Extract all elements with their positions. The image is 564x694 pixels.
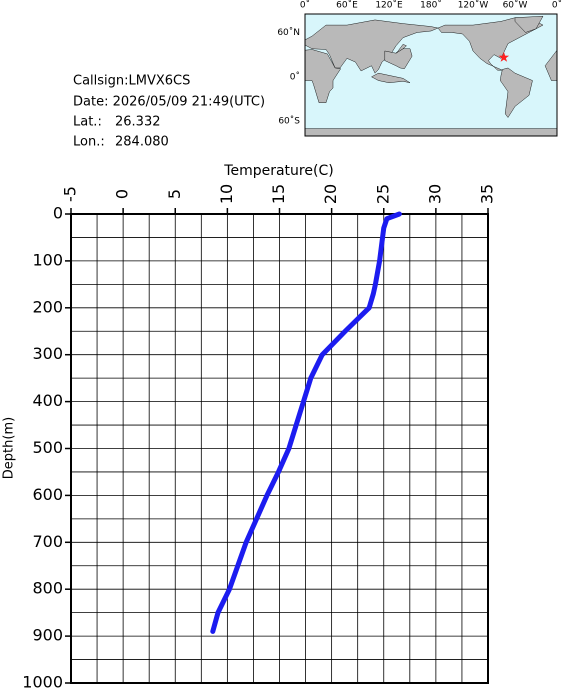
temperature-tick-label: 5 bbox=[165, 189, 184, 199]
temperature-tick-label: 10 bbox=[217, 184, 236, 204]
map-lat-label: 60˚S bbox=[278, 116, 300, 127]
temperature-tick-label: 35 bbox=[478, 184, 497, 204]
depth-tick-label: 1000 bbox=[22, 673, 63, 691]
depth-tick-label: 600 bbox=[32, 485, 63, 504]
depth-tick-label: 900 bbox=[32, 626, 63, 645]
station-marker bbox=[498, 51, 510, 62]
depth-tick-label: 100 bbox=[32, 250, 63, 269]
depth-tick-label: 0 bbox=[53, 204, 63, 223]
depth-tick-label: 400 bbox=[32, 391, 63, 410]
map-lon-label: 180˚ bbox=[420, 0, 442, 11]
map-lat-label: 60˚N bbox=[277, 27, 300, 38]
depth-tick-label: 700 bbox=[32, 532, 63, 551]
temperature-tick-label: 15 bbox=[269, 184, 288, 204]
callsign: Callsign:LMVX6CS bbox=[73, 74, 190, 89]
date: Date: 2026/05/09 21:49(UTC) bbox=[73, 95, 265, 110]
temperature-profile bbox=[210, 211, 402, 634]
lon-label: Lon.: bbox=[73, 135, 105, 150]
map-lon-label: 60˚W bbox=[503, 0, 528, 11]
map-lon-label: 120˚E bbox=[375, 0, 403, 11]
temperature-tick-label: 0 bbox=[113, 189, 132, 199]
temperature-tick-label: 25 bbox=[373, 184, 392, 204]
lat-label: Lat.: bbox=[73, 115, 102, 130]
temperature-tick-label: 30 bbox=[425, 184, 444, 204]
depth-tick-label: 300 bbox=[32, 344, 63, 363]
map-lat-label: 0˚ bbox=[290, 71, 300, 82]
map-frame bbox=[304, 13, 558, 137]
map-lon-label: 0˚ bbox=[300, 0, 310, 11]
map-lon-label: 120˚W bbox=[458, 0, 489, 11]
depth-tick-label: 800 bbox=[32, 579, 63, 598]
lon-value: 284.080 bbox=[115, 135, 169, 150]
land bbox=[305, 15, 557, 136]
temperature-tick-label: 20 bbox=[321, 184, 340, 204]
temperature-axis-title: Temperature(C) bbox=[223, 163, 333, 179]
temperature-tick-label: -5 bbox=[61, 186, 80, 202]
map-lon-label: 60˚E bbox=[336, 0, 358, 11]
depth-tick-label: 500 bbox=[32, 438, 63, 457]
map-lon-label: 0˚ bbox=[552, 0, 562, 11]
depth-axis-title: Depth(m) bbox=[2, 417, 17, 479]
world-map bbox=[305, 14, 557, 136]
depth-tick-label: 200 bbox=[32, 297, 63, 316]
lat-value: 26.332 bbox=[115, 115, 161, 130]
